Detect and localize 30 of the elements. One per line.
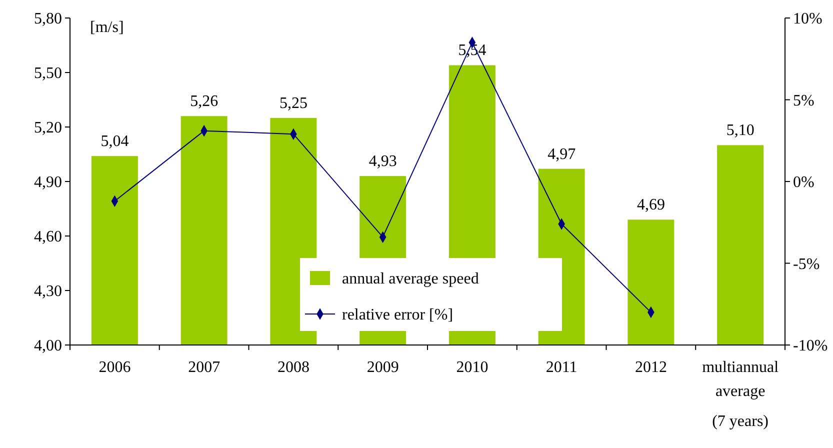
x-tick-label: multiannual average (7 years) [702, 359, 780, 430]
x-tick-label: 2009 [366, 359, 399, 376]
y2-tick-label: 0% [793, 174, 814, 192]
data-label: 4,93 [368, 153, 397, 170]
x-tick-label: 2011 [546, 359, 578, 376]
y-tick-label: 5,50 [34, 65, 62, 82]
y2-tick-label: -5% [793, 256, 820, 273]
x-tick-label: 2010 [456, 359, 488, 376]
y-tick-label: 4,00 [34, 338, 62, 355]
x-tick-label: 2012 [634, 359, 667, 376]
y-tick-label: 4,90 [34, 174, 62, 192]
data-label: 4,97 [548, 146, 576, 163]
data-label: 5,10 [726, 122, 754, 140]
y-axis-title: [m/s] [90, 19, 124, 36]
y-tick-label: 5,80 [34, 10, 62, 28]
data-label: 4,69 [636, 196, 665, 214]
data-label: 5,26 [190, 93, 218, 110]
x-tick-label: 2007 [188, 359, 220, 376]
data-label: 5,25 [279, 94, 308, 112]
legend-label: annual average speed [342, 270, 479, 288]
legend-label: relative error [%] [342, 306, 454, 324]
y-tick-label: 4,30 [34, 283, 62, 300]
x-tick-label: 2008 [277, 359, 310, 376]
x-tick-label: 2006 [98, 359, 131, 376]
y-tick-label: 5,20 [34, 120, 62, 137]
y2-tick-label: 10% [793, 10, 822, 28]
y-tick-label: 4,60 [34, 228, 62, 246]
y2-tick-label: -10% [793, 338, 828, 355]
y2-tick-label: 5% [793, 92, 814, 110]
data-label: 5,04 [100, 133, 129, 150]
